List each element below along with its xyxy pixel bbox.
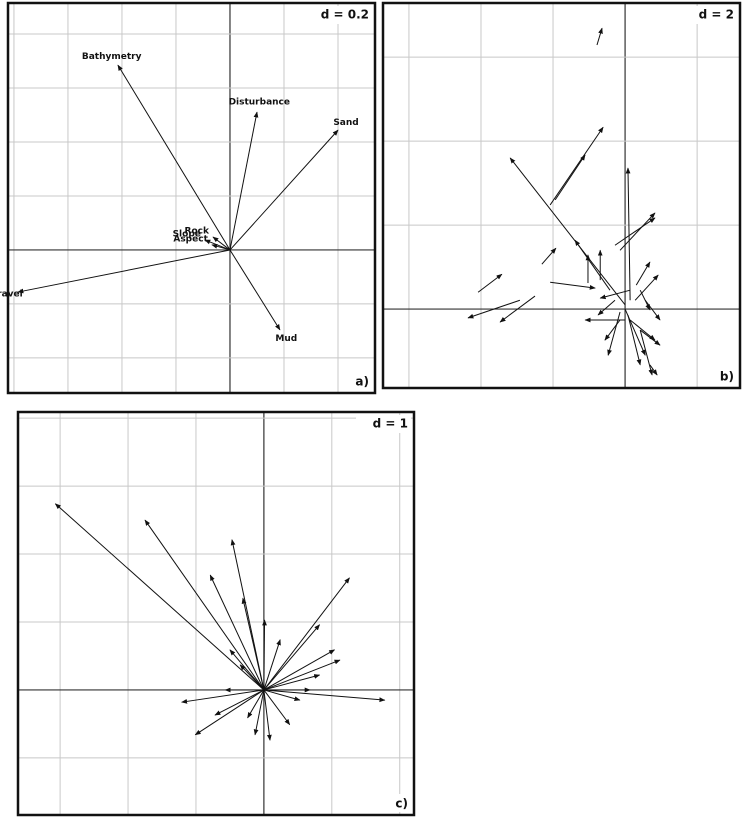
arrow [597, 299, 616, 316]
arrow-label: Disturbance [229, 98, 290, 108]
arrow [607, 311, 621, 356]
panel-label: b) [720, 370, 734, 384]
arrow [599, 289, 631, 300]
arrow-label: Sand [333, 118, 358, 128]
label-background [356, 415, 411, 433]
arrow [263, 624, 320, 691]
arrow [619, 212, 656, 251]
arrow [239, 664, 265, 691]
arrow-label: Rock [185, 227, 210, 237]
arrow [263, 659, 341, 691]
label-background [317, 6, 372, 24]
label-background [390, 794, 411, 812]
arrow [263, 689, 291, 726]
arrow [477, 273, 503, 293]
panel-label: c) [395, 797, 408, 811]
arrow [263, 649, 336, 691]
arrow [467, 299, 521, 319]
arrow [649, 364, 658, 376]
arrow [627, 314, 642, 366]
arrow [144, 519, 265, 691]
arrow [263, 577, 350, 691]
arrow [614, 217, 656, 246]
panel-frame [16, 410, 416, 817]
arrow-label: Slope [173, 229, 201, 239]
arrow [629, 319, 656, 341]
scale-label: d = 2 [699, 8, 734, 22]
arrow [214, 689, 265, 716]
arrow [263, 689, 272, 741]
panel-label: a) [355, 375, 369, 389]
panel-frame [381, 1, 742, 390]
arrow [509, 157, 626, 306]
arrow [550, 281, 596, 290]
arrow [117, 64, 231, 251]
arrow [604, 319, 621, 341]
arrow [229, 129, 339, 251]
arrow [596, 27, 603, 46]
arrow [262, 619, 267, 690]
arrow [635, 261, 651, 286]
arrow [229, 249, 281, 331]
arrow [639, 329, 661, 346]
arrow [194, 689, 265, 736]
arrow [263, 639, 281, 691]
arrow [253, 689, 265, 736]
arrow [54, 503, 265, 691]
scale-label: d = 0.2 [321, 8, 369, 22]
arrow [212, 236, 231, 251]
arrow [499, 295, 536, 323]
panel-background [18, 412, 414, 815]
arrow [574, 239, 611, 291]
arrow [263, 689, 301, 701]
arrow-label: Bathymetry [82, 52, 142, 62]
label-background [716, 367, 737, 385]
arrow [229, 111, 259, 251]
arrow [241, 597, 265, 691]
arrow [181, 689, 264, 704]
arrow [639, 329, 654, 376]
panel-frame [6, 1, 377, 395]
arrow [247, 689, 265, 719]
arrow [541, 247, 557, 265]
arrow-label: Mud [275, 334, 297, 344]
scale-label: d = 1 [373, 417, 408, 431]
arrow [17, 249, 231, 294]
panel-background [383, 3, 740, 388]
label-background [682, 6, 737, 24]
arrow [644, 299, 661, 321]
panel-background [8, 3, 375, 393]
label-background [351, 372, 372, 390]
arrow [554, 154, 586, 201]
arrow [263, 689, 386, 703]
arrow [211, 243, 231, 251]
arrow-label: Gravel [0, 290, 23, 300]
arrow [549, 126, 604, 206]
arrow [209, 574, 265, 691]
arrow [263, 674, 321, 691]
arrow-label: Aspect [173, 234, 208, 244]
arrow [625, 167, 631, 301]
arrow [634, 274, 659, 301]
